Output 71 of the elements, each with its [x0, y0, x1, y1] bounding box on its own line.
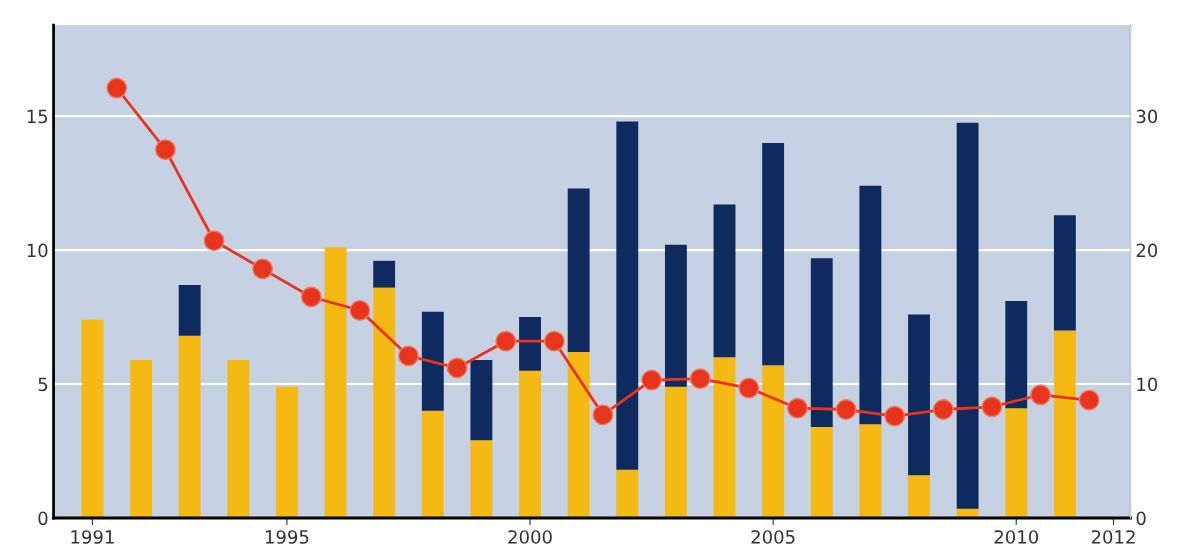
x-tick-label: 2005	[751, 530, 795, 544]
bar	[956, 122, 979, 509]
bar	[810, 426, 833, 519]
bar	[567, 351, 590, 519]
point	[932, 399, 954, 420]
bar	[859, 185, 882, 425]
point	[738, 377, 760, 399]
bar	[762, 365, 785, 519]
point	[398, 345, 419, 367]
bar	[178, 284, 201, 336]
bar	[616, 121, 639, 470]
bar	[519, 370, 541, 519]
x-tick-label: 2010	[994, 530, 1039, 544]
point	[689, 368, 711, 390]
point	[1078, 389, 1100, 411]
bar	[810, 258, 833, 427]
point	[203, 230, 225, 252]
bar	[373, 287, 396, 519]
x-tick-label: 2012	[1091, 530, 1135, 544]
bar	[1005, 301, 1028, 409]
point	[884, 405, 906, 427]
bar	[421, 311, 444, 411]
bar	[470, 359, 493, 441]
point	[592, 404, 614, 426]
y-tick-label: 10	[27, 243, 48, 258]
bar	[373, 260, 396, 288]
point	[641, 369, 663, 391]
bar	[664, 244, 687, 387]
bar	[421, 410, 444, 519]
bar	[664, 386, 687, 519]
x-tick-label: 2000	[508, 530, 552, 544]
bar	[713, 357, 736, 519]
y2-tick-label: 10	[1137, 377, 1158, 392]
bar	[1053, 330, 1076, 519]
bar	[908, 475, 930, 519]
bar	[519, 317, 541, 371]
y-tick-label: 0	[38, 511, 48, 526]
point	[1030, 384, 1051, 406]
point	[252, 258, 274, 280]
point	[300, 286, 322, 308]
bar	[616, 469, 639, 519]
bar	[1053, 215, 1076, 331]
point	[106, 77, 128, 99]
y-tick-label: 15	[27, 109, 48, 124]
bar	[567, 188, 590, 352]
bar	[178, 335, 201, 519]
point	[981, 396, 1003, 418]
point	[349, 299, 371, 321]
point	[835, 399, 857, 420]
x-tick-label: 1995	[265, 530, 309, 544]
bar	[908, 314, 930, 476]
point	[787, 397, 808, 419]
bar	[275, 386, 298, 519]
y-tick-label: 5	[38, 377, 48, 392]
y2-tick-label: 30	[1136, 109, 1158, 124]
bar	[81, 319, 104, 519]
bar	[713, 204, 736, 358]
point	[495, 330, 517, 352]
point	[154, 139, 176, 161]
point	[543, 330, 565, 352]
bar	[470, 440, 493, 519]
point	[446, 357, 468, 379]
x-tick-label: 1991	[71, 530, 114, 544]
bar	[762, 142, 785, 366]
bar	[130, 359, 153, 519]
bar	[324, 247, 347, 519]
bar	[859, 424, 882, 519]
bar	[1005, 408, 1028, 519]
bar	[227, 359, 250, 519]
y2-tick-label: 0	[1136, 511, 1146, 526]
y2-tick-label: 20	[1136, 243, 1158, 258]
